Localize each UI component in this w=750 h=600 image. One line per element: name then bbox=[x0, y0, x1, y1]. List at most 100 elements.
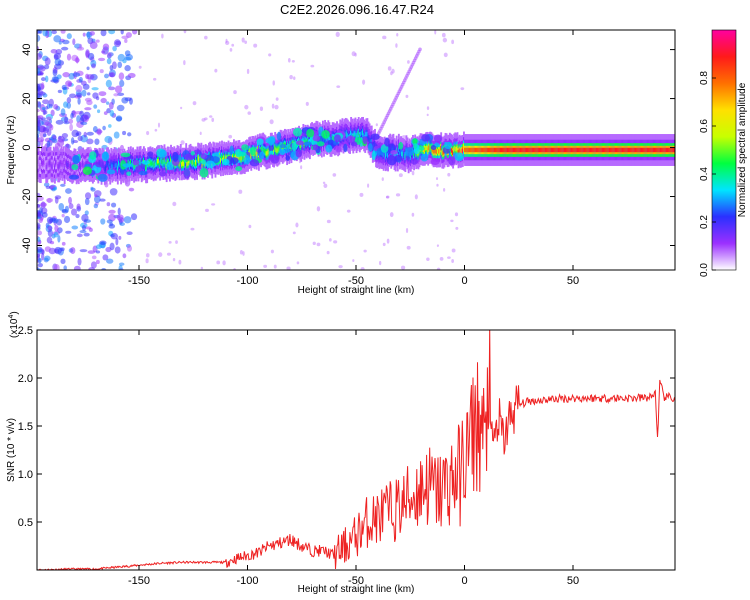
spectrogram-cell bbox=[287, 142, 290, 148]
spectrogram-cell bbox=[474, 147, 477, 153]
spectrogram-speckle bbox=[359, 192, 364, 197]
spectrogram-cell bbox=[640, 147, 643, 153]
spectrogram-speckle bbox=[85, 49, 90, 58]
spectrogram-blob bbox=[256, 138, 264, 146]
spectrogram-speckle bbox=[109, 242, 115, 251]
spectrogram-cell bbox=[83, 163, 86, 168]
spectrogram-x-tick-label: 0 bbox=[461, 275, 467, 287]
spectrogram-speckle bbox=[51, 76, 59, 83]
spectrogram-cell bbox=[497, 147, 500, 153]
spectrogram-speckle bbox=[233, 90, 237, 95]
spectrogram-speckle bbox=[414, 194, 418, 200]
spectrogram-speckle bbox=[209, 115, 213, 118]
spectrogram-blob bbox=[434, 142, 440, 147]
spectrogram-speckle bbox=[55, 119, 64, 125]
spectrogram-speckle bbox=[274, 104, 279, 110]
spectrogram-speckle bbox=[411, 170, 415, 176]
spectrogram-blob bbox=[132, 159, 140, 166]
spectrogram-cell bbox=[242, 155, 245, 160]
spectrogram-speckle bbox=[124, 38, 128, 44]
spectrogram-speckle bbox=[37, 246, 43, 253]
spectrogram-speckle bbox=[106, 52, 112, 59]
spectrogram-speckle bbox=[338, 265, 343, 269]
spectrogram-speckle bbox=[406, 245, 411, 250]
spectrogram-cell bbox=[658, 147, 661, 153]
spectrogram-speckle bbox=[108, 102, 114, 110]
spectrogram-cell bbox=[638, 147, 641, 153]
spectrogram-speckle bbox=[154, 128, 158, 132]
spectrogram-cell bbox=[219, 158, 222, 163]
spectrogram-speckle bbox=[87, 250, 96, 254]
spectrogram-cell bbox=[145, 165, 147, 170]
spectrogram-speckle bbox=[108, 124, 112, 128]
spectrogram-cell bbox=[468, 147, 471, 153]
spectrogram-speckle bbox=[109, 109, 115, 117]
spectrogram-cell bbox=[568, 147, 571, 153]
spectrogram-cell bbox=[578, 147, 580, 153]
spectrogram-speckle bbox=[101, 267, 107, 270]
spectrogram-cell bbox=[559, 147, 562, 153]
spectrogram-cell bbox=[609, 147, 612, 153]
spectrogram-blob bbox=[183, 168, 191, 179]
spectrogram-cell bbox=[80, 164, 82, 169]
spectrogram-cell bbox=[361, 130, 363, 136]
spectrogram-speckle bbox=[204, 35, 208, 40]
spectrogram-speckle bbox=[451, 248, 456, 253]
spectrogram-speckle bbox=[436, 183, 439, 187]
spectrogram-cell bbox=[518, 147, 521, 153]
spectrogram-speckle bbox=[115, 237, 119, 246]
spectrogram-cell bbox=[346, 133, 349, 138]
spectrogram-cell bbox=[494, 147, 497, 153]
spectrogram-speckle bbox=[117, 207, 121, 216]
spectrogram-cell bbox=[328, 135, 331, 141]
spectrogram-cell bbox=[571, 147, 574, 153]
spectrogram-cell bbox=[239, 156, 242, 161]
spectrogram-speckle bbox=[382, 242, 386, 247]
spectrogram-blob bbox=[291, 141, 297, 152]
spectrogram-speckle bbox=[53, 186, 58, 191]
spectrogram-cell bbox=[458, 148, 461, 153]
spectrogram-cell bbox=[90, 163, 93, 169]
spectrogram-speckle bbox=[113, 93, 119, 97]
spectrogram-cell bbox=[266, 150, 269, 156]
spectrogram-speckle bbox=[108, 213, 116, 222]
spectrogram-speckle bbox=[40, 77, 46, 82]
spectrogram-cell bbox=[607, 147, 610, 153]
spectrogram-cell bbox=[452, 150, 455, 155]
spectrogram-speckle bbox=[94, 194, 98, 198]
spectrogram-cell bbox=[533, 147, 536, 153]
spectrogram-cell bbox=[164, 161, 167, 166]
spectrogram-blob bbox=[269, 150, 274, 156]
spectrogram-cell bbox=[555, 147, 558, 153]
spectrogram-speckle bbox=[98, 57, 106, 62]
spectrogram-speckle bbox=[436, 244, 440, 247]
spectrogram-cell bbox=[652, 147, 655, 153]
spectrogram-cell bbox=[153, 161, 156, 167]
spectrogram-cell bbox=[532, 147, 535, 153]
spectrogram-speckle bbox=[426, 113, 429, 117]
spectrogram-speckle bbox=[75, 56, 79, 64]
spectrogram-speckle bbox=[86, 131, 94, 136]
spectrogram-speckle bbox=[389, 212, 394, 218]
spectrogram-cell bbox=[163, 158, 166, 163]
spectrogram-blob bbox=[138, 170, 148, 176]
spectrogram-blob bbox=[312, 144, 319, 151]
spectrogram-speckle bbox=[102, 43, 110, 51]
spectrogram-speckle bbox=[117, 61, 123, 69]
spectrogram-speckle bbox=[442, 37, 448, 43]
spectrogram-speckle bbox=[268, 53, 272, 57]
spectrogram-cell bbox=[619, 147, 622, 153]
spectrogram-cell bbox=[235, 154, 238, 159]
spectrogram-cell bbox=[558, 147, 561, 153]
spectrogram-cell bbox=[512, 147, 515, 153]
spectrogram-speckle bbox=[37, 53, 43, 60]
spectrogram-cell bbox=[573, 147, 576, 153]
spectrogram-cell bbox=[351, 132, 354, 138]
spectrogram-cell bbox=[549, 147, 552, 153]
spectrogram-speckle bbox=[81, 224, 87, 231]
spectrogram-cell bbox=[262, 146, 265, 151]
spectrogram-speckle bbox=[295, 222, 299, 228]
spectrogram-blob bbox=[172, 151, 179, 162]
spectrogram-cell bbox=[523, 147, 526, 153]
spectrogram-speckle bbox=[63, 215, 71, 224]
